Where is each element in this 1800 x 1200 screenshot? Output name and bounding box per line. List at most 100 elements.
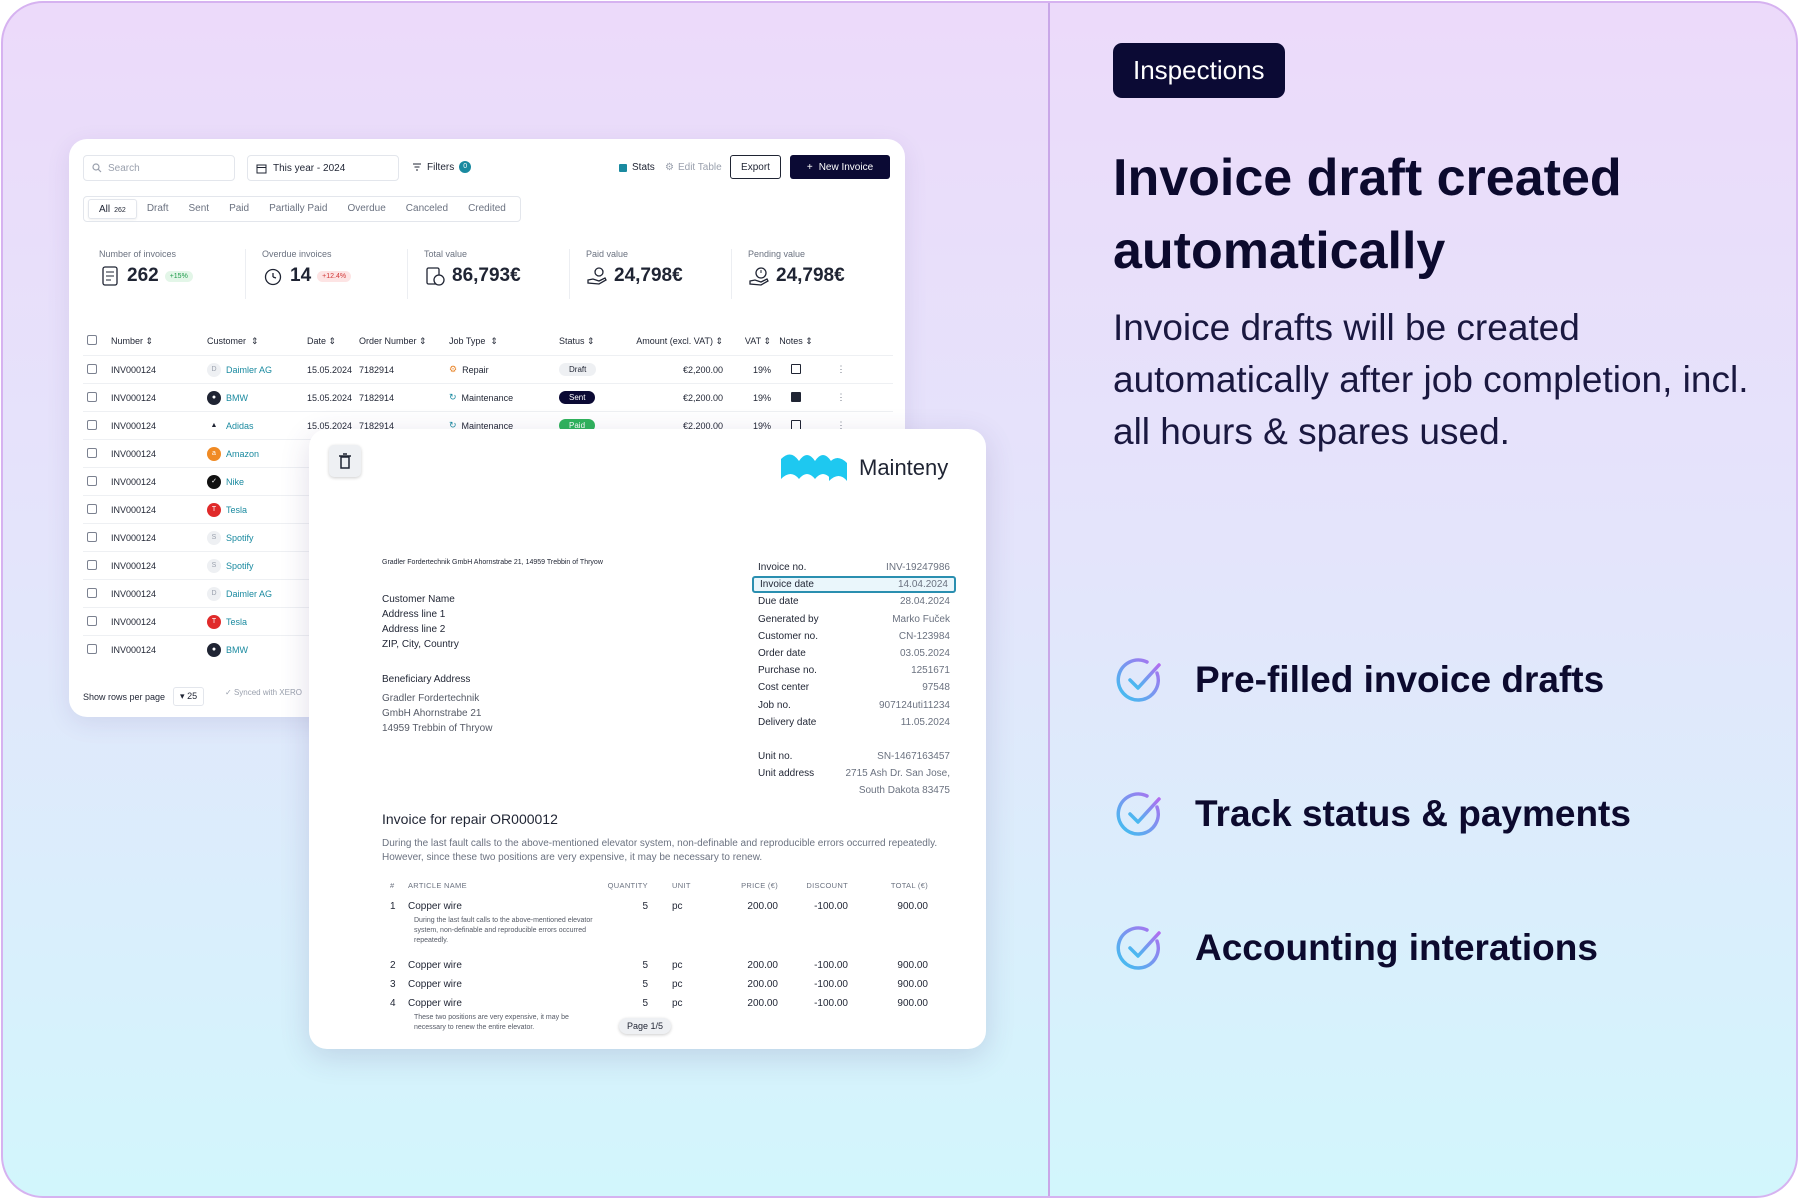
delete-button[interactable] bbox=[329, 445, 361, 477]
tab-sent[interactable]: Sent bbox=[188, 203, 210, 214]
meta-value: 28.04.2024 bbox=[899, 596, 950, 608]
hand-clock-icon bbox=[749, 267, 769, 286]
tab-draft[interactable]: Draft bbox=[146, 203, 169, 214]
search-input[interactable]: Search bbox=[83, 155, 235, 181]
rows-per-page-select[interactable]: ▾ 25 bbox=[173, 687, 205, 706]
stats-toggle[interactable]: Stats bbox=[619, 162, 655, 173]
table-row[interactable]: INV000124 D Daimler AG 15.05.2024 7182914… bbox=[83, 355, 893, 383]
col-label: Job Type bbox=[449, 336, 486, 346]
items-header: # ARTICLE NAME QUANTITY UNIT PRICE (€) D… bbox=[382, 881, 957, 897]
row-checkbox[interactable] bbox=[87, 475, 97, 486]
page-indicator[interactable]: Page 1/5 bbox=[619, 1018, 672, 1034]
customer-link[interactable]: Daimler AG bbox=[226, 588, 273, 599]
more-options-icon[interactable]: ⋮ bbox=[836, 392, 846, 402]
note-icon[interactable] bbox=[791, 419, 801, 430]
col-number[interactable]: Number ⇕ bbox=[111, 336, 207, 347]
row-checkbox[interactable] bbox=[87, 531, 97, 542]
kpi-value: 14 bbox=[290, 265, 312, 286]
meta-row: Order date 03.05.2024 bbox=[752, 645, 956, 662]
customer-link[interactable]: Spotify bbox=[226, 560, 254, 571]
select-all-checkbox[interactable] bbox=[87, 335, 97, 345]
item-note: During the last fault calls to the above… bbox=[414, 917, 593, 944]
tab-canceled[interactable]: Canceled bbox=[405, 203, 449, 214]
col-label: ARTICLE NAME bbox=[408, 881, 467, 890]
row-checkbox[interactable] bbox=[87, 363, 97, 374]
item-total: 900.00 bbox=[897, 979, 928, 990]
note-icon[interactable] bbox=[791, 391, 801, 402]
customer-link[interactable]: Tesla bbox=[226, 504, 248, 515]
edit-table-button[interactable]: ⚙ Edit Table bbox=[665, 162, 722, 173]
col-date[interactable]: Date ⇕ bbox=[307, 336, 359, 347]
tab-all[interactable]: All 262 bbox=[88, 199, 137, 219]
customer-link[interactable]: Daimler AG bbox=[226, 364, 273, 375]
customer-link[interactable]: Adidas bbox=[226, 420, 254, 431]
tab-overdue[interactable]: Overdue bbox=[347, 203, 386, 214]
invoice-number: INV000124 bbox=[111, 392, 157, 403]
more-options-icon[interactable]: ⋮ bbox=[836, 420, 846, 430]
row-checkbox[interactable] bbox=[87, 643, 97, 654]
col-label: Notes bbox=[779, 335, 803, 346]
customer-link[interactable]: BMW bbox=[226, 392, 248, 403]
kpi-pending-value: Pending value 24,798€ bbox=[731, 249, 893, 299]
table-row[interactable]: INV000124 ● BMW 15.05.2024 7182914 ↻ Maint… bbox=[83, 383, 893, 411]
order-number: 7182914 bbox=[359, 420, 395, 431]
row-checkbox[interactable] bbox=[87, 447, 97, 458]
tab-partially-paid[interactable]: Partially Paid bbox=[269, 203, 328, 214]
row-checkbox[interactable] bbox=[87, 587, 97, 598]
meta-label: Unit address bbox=[758, 768, 815, 780]
invoice-number: INV000124 bbox=[111, 644, 157, 655]
tab-paid[interactable]: Paid bbox=[229, 203, 250, 214]
job-type: Maintenance bbox=[461, 392, 514, 403]
meta-value: SN-1467163457 bbox=[877, 750, 950, 762]
address-line: GmbH Ahornstrabe 21 bbox=[382, 708, 482, 719]
table-row[interactable]: INV000124 ▲ Adidas 15.05.2024 7182914 ↻ Ma… bbox=[83, 411, 893, 439]
invoice-number: INV000124 bbox=[111, 420, 157, 431]
invoice-description: During the last fault calls to the above… bbox=[382, 838, 938, 863]
col-customer[interactable]: Customer ⇕ bbox=[207, 336, 307, 347]
col-order-number[interactable]: Order Number ⇕ bbox=[359, 336, 449, 347]
export-button[interactable]: Export bbox=[730, 155, 781, 179]
row-checkbox[interactable] bbox=[87, 615, 97, 626]
rows-per-page: Show rows per page ▾ 25 bbox=[83, 687, 205, 706]
row-checkbox[interactable] bbox=[87, 559, 97, 570]
vat: 19% bbox=[752, 392, 771, 403]
filters-button[interactable]: Filters 0 bbox=[412, 161, 472, 173]
customer-link[interactable]: Spotify bbox=[226, 532, 254, 543]
unit-no-row: Unit no. SN-1467163457 bbox=[752, 748, 956, 765]
col-amount[interactable]: Amount (excl. VAT) ⇕ bbox=[619, 336, 723, 347]
customer-link[interactable]: Tesla bbox=[226, 616, 248, 627]
col-status[interactable]: Status ⇕ bbox=[559, 336, 619, 347]
check-circle-icon bbox=[1116, 926, 1161, 970]
item-qty: 5 bbox=[642, 979, 648, 990]
date-filter[interactable]: This year - 2024 bbox=[247, 155, 399, 181]
customer-address: Customer Name Address line 1 Address lin… bbox=[382, 592, 459, 652]
new-invoice-label: New Invoice bbox=[818, 161, 874, 173]
customer-link[interactable]: Amazon bbox=[226, 448, 260, 459]
invoice-date-field[interactable]: Invoice date 14.04.2024 bbox=[752, 576, 956, 594]
col-job-type[interactable]: Job Type ⇕ bbox=[449, 336, 559, 347]
customer-link[interactable]: BMW bbox=[226, 644, 248, 655]
row-checkbox[interactable] bbox=[87, 503, 97, 514]
item-qty: 5 bbox=[642, 960, 648, 971]
tab-all-label: All bbox=[99, 204, 111, 215]
tab-credited[interactable]: Credited bbox=[468, 203, 506, 214]
col-notes[interactable]: Notes ⇕ bbox=[771, 336, 821, 347]
trash-icon bbox=[339, 453, 351, 469]
meta-value: 2715 Ash Dr. San Jose, bbox=[845, 768, 950, 780]
chevron-down-icon: ▾ bbox=[180, 691, 185, 701]
customer-link[interactable]: Nike bbox=[226, 476, 245, 487]
headline: Invoice draft created automatically bbox=[1113, 142, 1763, 288]
more-options-icon[interactable]: ⋮ bbox=[836, 364, 846, 374]
sort-icon: ⇕ bbox=[715, 335, 723, 346]
row-checkbox[interactable] bbox=[87, 419, 97, 430]
col-vat[interactable]: VAT ⇕ bbox=[723, 336, 771, 347]
row-checkbox[interactable] bbox=[87, 391, 97, 402]
item-qty: 5 bbox=[642, 998, 648, 1009]
check-circle-icon bbox=[1116, 792, 1161, 836]
item-note: These two positions are very expensive, … bbox=[414, 1014, 569, 1031]
filters-label: Filters bbox=[427, 161, 455, 173]
note-icon[interactable] bbox=[791, 363, 801, 374]
check-circle-icon bbox=[1116, 658, 1161, 702]
new-invoice-button[interactable]: + New Invoice bbox=[790, 155, 890, 179]
kpi-overdue-invoices: Overdue invoices 14 +12.4% bbox=[245, 249, 407, 299]
